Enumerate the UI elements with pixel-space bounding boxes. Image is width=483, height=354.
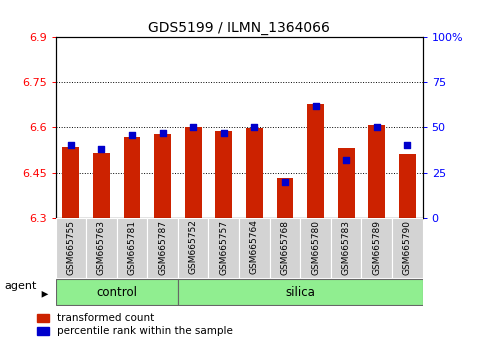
- Bar: [338, 148, 355, 218]
- Bar: [270, 218, 300, 278]
- Bar: [369, 125, 385, 218]
- Text: GSM665752: GSM665752: [189, 219, 198, 274]
- Point: [403, 143, 411, 148]
- Legend: transformed count, percentile rank within the sample: transformed count, percentile rank withi…: [37, 313, 233, 336]
- Bar: [62, 147, 79, 218]
- Text: GSM665790: GSM665790: [403, 219, 412, 274]
- Bar: [56, 279, 178, 305]
- Bar: [154, 134, 171, 218]
- Bar: [209, 218, 239, 278]
- Bar: [178, 279, 423, 305]
- Bar: [307, 104, 324, 218]
- Bar: [178, 218, 209, 278]
- Bar: [300, 218, 331, 278]
- Text: agent: agent: [4, 281, 37, 291]
- Bar: [124, 137, 141, 218]
- Bar: [399, 154, 416, 218]
- Point: [67, 143, 75, 148]
- Bar: [86, 218, 117, 278]
- Text: GSM665763: GSM665763: [97, 219, 106, 274]
- Point: [251, 125, 258, 130]
- Bar: [147, 218, 178, 278]
- Bar: [239, 218, 270, 278]
- Bar: [392, 218, 423, 278]
- Bar: [361, 218, 392, 278]
- Text: GSM665780: GSM665780: [311, 219, 320, 274]
- Text: GSM665787: GSM665787: [158, 219, 167, 274]
- Point: [373, 125, 381, 130]
- Bar: [277, 178, 293, 218]
- Text: GSM665781: GSM665781: [128, 219, 137, 274]
- Text: GSM665783: GSM665783: [341, 219, 351, 274]
- Text: GSM665764: GSM665764: [250, 219, 259, 274]
- Bar: [185, 127, 201, 218]
- Point: [281, 179, 289, 184]
- Text: GSM665789: GSM665789: [372, 219, 381, 274]
- Title: GDS5199 / ILMN_1364066: GDS5199 / ILMN_1364066: [148, 21, 330, 35]
- Point: [189, 125, 197, 130]
- Point: [128, 132, 136, 137]
- Bar: [246, 129, 263, 218]
- Point: [342, 157, 350, 163]
- Point: [220, 130, 227, 136]
- Bar: [331, 218, 361, 278]
- Bar: [56, 218, 86, 278]
- Text: control: control: [96, 286, 137, 298]
- Point: [159, 130, 167, 136]
- Text: silica: silica: [285, 286, 315, 298]
- Point: [98, 146, 105, 152]
- Point: [312, 103, 319, 109]
- Text: GSM665757: GSM665757: [219, 219, 228, 274]
- Text: GSM665768: GSM665768: [281, 219, 289, 274]
- Bar: [117, 218, 147, 278]
- Bar: [93, 153, 110, 218]
- Bar: [215, 131, 232, 218]
- Text: GSM665755: GSM665755: [66, 219, 75, 274]
